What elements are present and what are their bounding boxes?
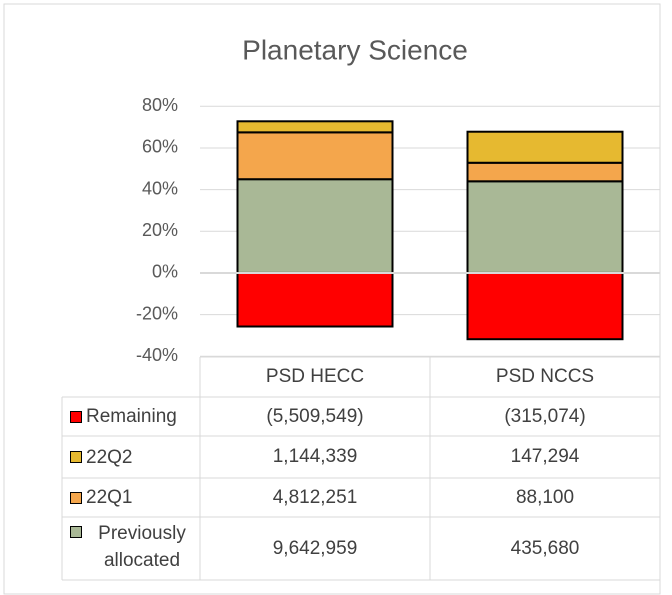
legend-label: Remaining (86, 406, 177, 427)
category-label: PSD HECC (265, 366, 365, 387)
table-value: 147,294 (510, 446, 580, 467)
bar-segment (466, 180, 624, 274)
legend-swatch (70, 451, 82, 463)
legend-swatch (70, 526, 82, 538)
y-tick-label: 80% (142, 95, 178, 115)
bar-segment (466, 130, 624, 164)
y-tick-label: 60% (142, 137, 178, 157)
y-tick-label: 20% (142, 220, 178, 240)
y-tick-label: -20% (136, 303, 178, 323)
y-tick-label: -40% (136, 345, 178, 365)
bar-segment (466, 161, 624, 183)
bar-segment (236, 271, 394, 328)
legend-swatch (70, 491, 82, 504)
category-label: PSD NCCS (495, 366, 595, 387)
table-value: (5,509,549) (266, 405, 364, 427)
table-value: 88,100 (515, 486, 575, 508)
legend-label: Previously allocated (98, 523, 186, 571)
table-value: 4,812,251 (272, 486, 358, 508)
bar-segment (236, 131, 394, 181)
chart-title: Planetary Science (242, 34, 468, 65)
table-value: (315,074) (504, 405, 586, 427)
table-value: 435,680 (510, 537, 580, 559)
y-tick-label: 0% (152, 262, 178, 282)
table-value: 1,144,339 (272, 446, 358, 467)
legend-swatch (70, 410, 82, 423)
y-tick-label: 40% (142, 178, 178, 198)
bar-segment (236, 120, 394, 134)
bar-segment (466, 271, 624, 341)
table-value: 9,642,959 (272, 537, 358, 559)
bar-segment (236, 178, 394, 274)
legend-label: 22Q1 (86, 487, 133, 508)
legend-label: 22Q2 (86, 446, 133, 468)
